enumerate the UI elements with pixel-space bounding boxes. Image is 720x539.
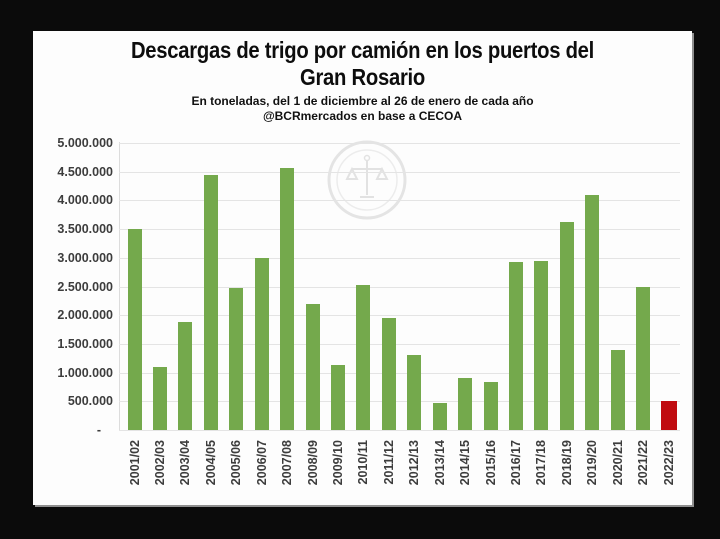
gridline: [119, 372, 680, 374]
bar-2022-23: [660, 401, 677, 430]
bar-2008-09: [305, 304, 320, 430]
x-axis-label: 2003/04: [178, 440, 193, 486]
x-axis-label: 2006/07: [254, 440, 269, 486]
bcr-seal-watermark-icon: [327, 140, 407, 220]
x-axis-label: 2007/08: [280, 440, 295, 486]
bar-2002-03: [152, 367, 167, 430]
y-axis-tick-label: -: [96, 423, 101, 437]
x-axis-label: 2011/12: [381, 440, 396, 485]
y-axis-tick-label: 5.000.000: [57, 136, 113, 150]
x-axis-label: 2021/22: [636, 440, 651, 486]
chart-source: @BCRmercados en base a CECOA: [262, 109, 463, 123]
gridline: [119, 315, 680, 317]
x-axis-label: 2016/17: [508, 440, 523, 486]
x-axis-label: 2013/14: [432, 440, 447, 486]
y-axis-tick-label: 4.500.000: [57, 164, 113, 179]
y-axis-tick-label: 3.500.000: [57, 222, 113, 237]
bar-2001-02: [127, 229, 142, 430]
x-axis-label: 2004/05: [203, 440, 218, 486]
x-axis-label: 2015/16: [483, 440, 498, 486]
x-axis-label: 2019/20: [585, 440, 600, 486]
y-axis-tick-label: 1.000.000: [57, 365, 113, 380]
gridline: [119, 343, 680, 345]
chart-panel: Descargas de trigo por camión en los pue…: [33, 31, 692, 505]
y-axis-tick-label: 4.000.000: [57, 193, 113, 208]
bar-2007-08: [280, 168, 295, 430]
gridline: [119, 200, 680, 202]
plot-area: 5.000.000 4.500.000 4.000.000 3.500.000 3.00…: [33, 31, 692, 505]
x-axis-label: 2001/02: [127, 440, 142, 486]
chart-header: Descargas de trigo por camión en los pue…: [33, 37, 692, 124]
x-axis-label: 2018/19: [559, 440, 574, 486]
x-axis-label: 2022/23: [661, 440, 676, 486]
bar-2011-12: [381, 318, 396, 430]
bar-2012-13: [407, 355, 422, 430]
bar-2003-04: [178, 322, 193, 430]
chart-title-line-2: Gran Rosario: [299, 64, 426, 90]
gridline: [119, 286, 680, 288]
bar-2016-17: [508, 262, 523, 430]
bar-2005-06: [229, 288, 244, 430]
bar-2004-05: [203, 175, 218, 430]
x-axis-label: 2002/03: [152, 440, 167, 486]
gridline: [119, 143, 680, 144]
y-axis-tick-label: 1.500.000: [57, 336, 113, 351]
x-axis-label: 2020/21: [610, 440, 625, 486]
bar-2018-19: [559, 222, 574, 430]
x-axis-label: 2010/11: [356, 440, 371, 485]
x-axis-label: 2009/10: [330, 440, 345, 486]
y-axis-tick-label: 2.500.000: [57, 279, 113, 294]
y-axis-tick-label: 2.000.000: [57, 308, 113, 323]
bar-2010-11: [356, 285, 371, 430]
y-axis-tick-label: 3.000.000: [57, 250, 113, 265]
x-axis-label: 2012/13: [407, 440, 422, 486]
bar-2014-15: [458, 378, 473, 430]
y-axis-tick-label: 500.000: [67, 394, 113, 409]
gridline: [119, 401, 680, 403]
bar-2017-18: [534, 261, 549, 430]
bar-2021-22: [636, 287, 651, 430]
x-axis-label: 2005/06: [229, 440, 244, 486]
x-axis-label: 2008/09: [305, 440, 320, 486]
bar-2009-10: [330, 365, 345, 430]
bar-2006-07: [254, 258, 269, 430]
gridline: [119, 257, 680, 259]
bar-2019-20: [585, 195, 600, 430]
gridline: [119, 171, 680, 173]
x-axis-label: 2014/15: [458, 440, 473, 486]
chart-subtitle: En toneladas, del 1 de diciembre al 26 d…: [191, 94, 534, 108]
gridline: [119, 229, 680, 231]
bar-2015-16: [483, 382, 498, 430]
bar-2020-21: [610, 350, 625, 430]
bar-2013-14: [432, 403, 447, 430]
chart-title-line-1: Descargas de trigo por camión en los pue…: [130, 37, 595, 63]
gridline: [119, 430, 680, 431]
x-axis-label: 2017/18: [534, 440, 549, 486]
